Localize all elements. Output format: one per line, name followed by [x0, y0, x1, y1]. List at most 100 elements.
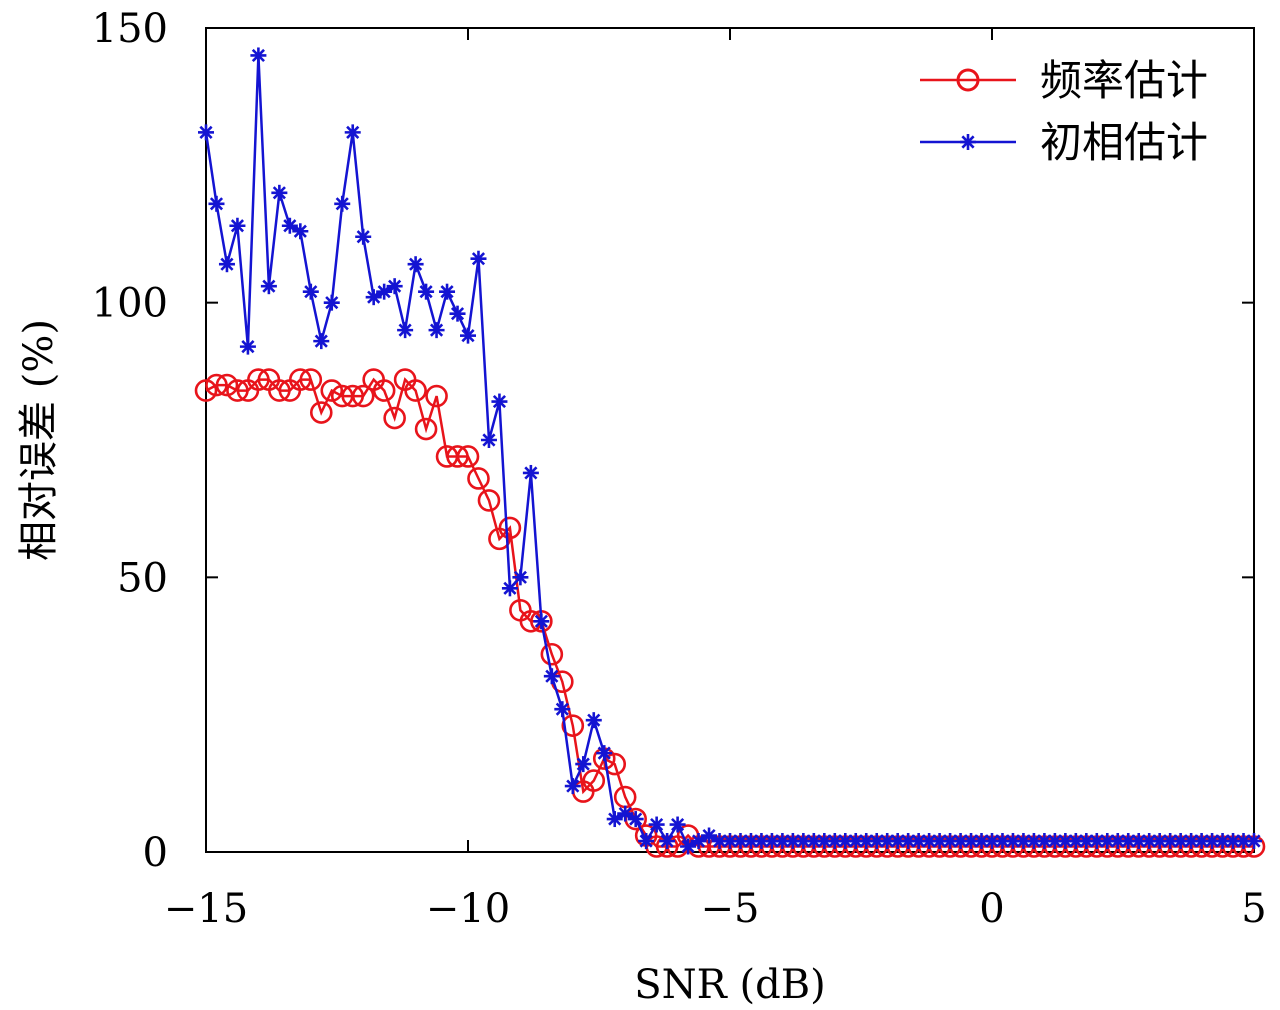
series-markers-2 — [198, 47, 1262, 855]
data-point — [229, 217, 246, 234]
data-point — [226, 379, 249, 402]
data-point — [313, 333, 330, 350]
data-point — [449, 305, 466, 322]
data-point — [491, 393, 508, 410]
data-point — [292, 223, 309, 240]
data-point — [414, 417, 438, 441]
data-point — [208, 195, 225, 212]
data-point — [198, 124, 214, 141]
data-point — [425, 384, 448, 408]
data-point — [467, 467, 490, 490]
series-line-1 — [205, 377, 1254, 848]
data-point — [540, 642, 564, 666]
data-point — [1162, 833, 1179, 850]
data-point — [585, 712, 602, 729]
data-point — [480, 432, 497, 448]
data-point — [522, 464, 539, 481]
data-point — [281, 217, 298, 234]
y-axis-title: 相对误差 (%) — [16, 319, 62, 561]
data-point — [383, 406, 406, 430]
y-tick-label: 50 — [117, 555, 168, 601]
data-point — [404, 379, 427, 402]
data-point — [271, 184, 288, 201]
data-point — [774, 833, 791, 850]
data-point — [446, 445, 469, 468]
data-point — [596, 745, 613, 762]
data-point — [320, 379, 344, 402]
data-point — [847, 833, 864, 850]
data-point — [460, 327, 476, 344]
data-point — [606, 811, 623, 828]
data-point — [289, 368, 312, 391]
data-point — [1151, 833, 1168, 850]
x-tick-label: −10 — [426, 886, 510, 932]
data-point — [564, 778, 581, 795]
data-point — [477, 489, 501, 512]
x-axis-title: SNR (dB) — [634, 962, 825, 1008]
data-point — [260, 278, 277, 295]
data-point — [351, 384, 375, 408]
data-point — [554, 701, 571, 718]
data-point — [1246, 833, 1262, 850]
data-point — [533, 613, 550, 630]
data-point — [299, 368, 323, 391]
data-point — [418, 283, 435, 300]
data-point — [372, 379, 396, 402]
data-point — [250, 47, 267, 64]
data-point — [344, 124, 361, 141]
data-point — [498, 516, 522, 540]
data-point — [428, 322, 445, 339]
legend-marker-frequency — [956, 68, 980, 92]
data-point — [512, 569, 529, 586]
data-point — [309, 401, 333, 424]
data-point — [397, 322, 414, 339]
data-point — [659, 833, 676, 850]
data-point — [1015, 833, 1032, 850]
series-markers-1 — [194, 368, 1266, 858]
data-point — [701, 827, 718, 844]
data-point — [355, 228, 372, 245]
data-point — [302, 283, 319, 300]
data-point — [268, 379, 291, 402]
data-point — [205, 373, 228, 397]
data-point — [341, 384, 365, 408]
legend-marker-phase — [960, 134, 976, 150]
x-tick-label: −5 — [701, 886, 760, 932]
data-point — [239, 338, 256, 355]
y-tick-label: 0 — [143, 830, 168, 876]
legend-asterisk-glyph — [960, 134, 976, 150]
data-point — [879, 833, 896, 850]
legend-label-frequency: 频率估计 — [1040, 56, 1208, 105]
data-point — [334, 195, 351, 212]
series-line-2 — [204, 55, 1254, 849]
data-point — [1204, 833, 1221, 850]
legend: 频率估计 初相估计 — [920, 56, 1208, 167]
data-point — [784, 833, 801, 850]
data-point — [627, 811, 644, 828]
data-point — [247, 368, 270, 391]
data-point — [561, 714, 585, 737]
data-point — [323, 294, 340, 311]
data-point — [669, 816, 686, 833]
x-tick-label: 0 — [979, 886, 1004, 932]
data-point — [900, 833, 917, 850]
x-tick-label: −15 — [164, 886, 248, 932]
data-point — [194, 379, 218, 402]
data-point — [407, 256, 424, 273]
data-point — [456, 445, 480, 468]
data-point — [638, 833, 655, 850]
y-tick-label: 150 — [92, 6, 168, 52]
data-point — [501, 580, 518, 597]
series-layer — [194, 47, 1266, 858]
data-point — [543, 668, 560, 685]
data-point — [439, 283, 456, 300]
data-point — [386, 278, 403, 295]
data-point — [215, 373, 239, 397]
data-point — [575, 756, 592, 773]
data-point — [582, 769, 606, 792]
data-point — [470, 250, 487, 267]
x-tick-label: 5 — [1241, 886, 1266, 932]
data-point — [868, 833, 885, 850]
